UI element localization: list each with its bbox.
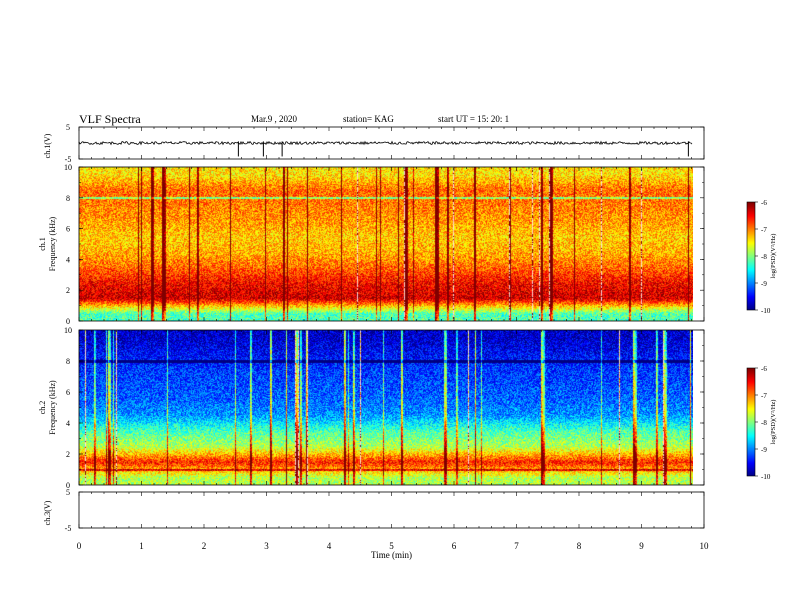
- panel-frame-3: [78, 491, 705, 529]
- colorbar-ch2: [747, 368, 755, 476]
- ch2-spec-ylabel-1: ch.2: [38, 401, 47, 415]
- x-tick-label: 7: [514, 541, 519, 551]
- y-tick-label: 6: [66, 388, 70, 397]
- colorbar-tick-label: -7: [761, 392, 767, 400]
- axis-ticks: [78, 126, 758, 529]
- x-tick-label: 5: [389, 541, 394, 551]
- colorbar-ch1: [747, 202, 755, 310]
- colorbar-tick-label: -6: [761, 365, 767, 373]
- y-tick-label: 6: [66, 225, 70, 234]
- x-tick-label: 9: [639, 541, 644, 551]
- ch1-ylabel: ch.1(V): [43, 133, 52, 158]
- y-tick-label: 0: [66, 481, 70, 490]
- y-tick-label: 10: [64, 326, 72, 335]
- colorbar-tick-label: -10: [761, 307, 771, 315]
- colorbar-label: log(PSD)(V²/Hz): [770, 234, 777, 279]
- y-tick-label: -5: [65, 524, 72, 533]
- y-tick-label: 2: [66, 450, 70, 459]
- colorbar-tick-label: -8: [761, 419, 767, 427]
- y-tick-label: 8: [66, 194, 70, 203]
- x-tick-label: 10: [700, 541, 710, 551]
- x-tick-label: 8: [577, 541, 582, 551]
- waveform-layer: [78, 140, 693, 157]
- ch3-ylabel: ch.3(V): [43, 500, 52, 525]
- y-tick-label: 4: [66, 419, 70, 428]
- y-tick-label: 10: [64, 163, 72, 172]
- spectrogram-ch2-image: [79, 330, 693, 485]
- colorbar-tick-label: -7: [761, 226, 767, 234]
- x-tick-label: 3: [264, 541, 269, 551]
- y-tick-label: 0: [66, 317, 70, 326]
- x-tick-label: 4: [327, 541, 332, 551]
- spectrogram-layer: [79, 167, 755, 485]
- ch2-spec-ylabel-2: Frequency (kHz): [48, 380, 57, 435]
- ch1-spec-ylabel-1: ch.1: [38, 237, 47, 251]
- spectrogram-ch1-image: [79, 167, 693, 321]
- y-tick-label: 2: [66, 286, 70, 295]
- x-tick-label: 1: [139, 541, 144, 551]
- x-axis-label: Time (min): [371, 550, 412, 560]
- start-time-label: start UT = 15: 20: 1: [438, 114, 510, 124]
- x-tick-label: 0: [77, 541, 82, 551]
- y-tick-label: 8: [66, 357, 70, 366]
- x-tick-label: 6: [452, 541, 457, 551]
- colorbar-tick-label: -6: [761, 199, 767, 207]
- axis-labels: -6 -7 -8 -9 -10 log(PSD)(V²/Hz) -6 -7 -8 -9 -10 log…: [38, 123, 777, 560]
- chart-title: VLF Spectra: [79, 112, 141, 126]
- colorbar-tick-label: -9: [761, 280, 767, 288]
- x-tick-label: 2: [202, 541, 207, 551]
- station-label: station= KAG: [343, 114, 394, 124]
- date-label: Mar.9 , 2020: [251, 114, 297, 124]
- colorbar-tick-label: -9: [761, 446, 767, 454]
- y-tick-label: 5: [66, 123, 70, 132]
- ch1-waveform-trace: [78, 140, 693, 146]
- y-tick-label: 4: [66, 255, 70, 264]
- colorbar-label: log(PSD)(V²/Hz): [770, 400, 777, 445]
- y-tick-label: 5: [66, 488, 70, 497]
- ch1-spec-ylabel-2: Frequency (kHz): [48, 216, 57, 271]
- y-tick-label: -5: [65, 155, 72, 164]
- colorbar-tick-label: -10: [761, 473, 771, 481]
- colorbar-tick-label: -8: [761, 253, 767, 261]
